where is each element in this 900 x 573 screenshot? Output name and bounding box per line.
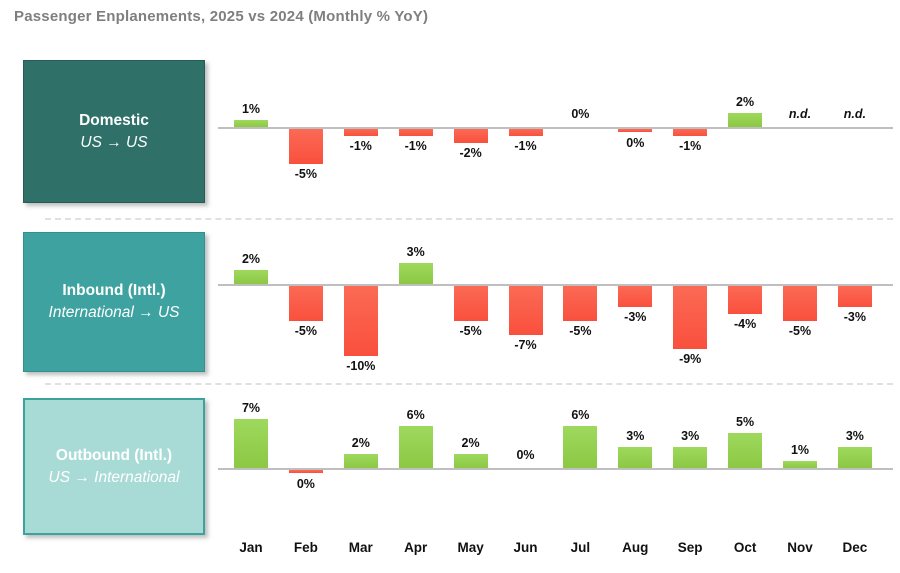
value-label-outbound-intl-mar: 2% [351, 436, 370, 450]
bar-inbound-intl-jan [234, 270, 268, 284]
bar-inbound-intl-jun [508, 286, 543, 335]
value-label-domestic-jan: 1% [241, 102, 261, 116]
value-label-inbound-intl-dec: -3% [843, 310, 866, 324]
value-label-inbound-intl-jan: 2% [241, 252, 261, 266]
month-label-sep: Sep [677, 540, 703, 555]
value-label-domestic-nov: n.d. [788, 107, 812, 121]
value-label-inbound-intl-sep: -9% [679, 352, 702, 366]
month-label-jan: Jan [239, 540, 263, 555]
value-label-outbound-intl-may: 2% [461, 436, 480, 450]
bar-domestic-feb [288, 129, 323, 164]
bar-inbound-intl-apr [398, 263, 433, 284]
bar-outbound-intl-aug [618, 447, 653, 468]
value-label-domestic-may: -2% [459, 146, 482, 160]
value-label-outbound-intl-feb: 0% [296, 477, 315, 491]
bar-domestic-jan [234, 120, 268, 127]
month-label-jul: Jul [570, 540, 591, 555]
bar-outbound-intl-dec [837, 447, 872, 468]
bar-outbound-intl-apr [398, 426, 433, 468]
value-label-outbound-intl-sep: 3% [681, 429, 700, 443]
month-label-may: May [457, 540, 484, 555]
panel-label-domestic-name: Domestic [79, 111, 149, 129]
month-label-oct: Oct [733, 540, 757, 555]
month-label-apr: Apr [404, 540, 428, 555]
value-label-domestic-apr: -1% [404, 139, 427, 153]
panel-label-outbound-route: US → International [48, 468, 180, 486]
axis-line-domestic [218, 127, 893, 129]
bar-outbound-intl-sep [673, 447, 708, 468]
value-label-inbound-intl-mar: -10% [346, 359, 376, 373]
value-label-outbound-intl-aug: 3% [626, 429, 645, 443]
bar-inbound-intl-feb [288, 286, 323, 321]
value-label-inbound-intl-aug: -3% [624, 310, 647, 324]
bar-domestic-mar [343, 129, 378, 136]
value-label-domestic-dec: n.d. [843, 107, 866, 121]
value-label-outbound-intl-nov: 1% [790, 443, 810, 457]
panel-label-inbound: Inbound (Intl.) International → US [23, 232, 205, 372]
bar-domestic-apr [398, 129, 433, 136]
axis-line-inbound [218, 284, 893, 286]
bar-domestic-aug [618, 129, 653, 132]
bar-outbound-intl-nov [783, 461, 817, 468]
panel-label-outbound: Outbound (Intl.) US → International [23, 398, 205, 535]
chart-title: Passenger Enplanements, 2025 vs 2024 (Mo… [14, 8, 429, 25]
bar-inbound-intl-sep [673, 286, 708, 349]
month-label-dec: Dec [842, 540, 868, 555]
value-label-domestic-aug: 0% [626, 136, 645, 150]
value-label-inbound-intl-oct: -4% [733, 317, 757, 331]
bar-domestic-jun [508, 129, 543, 136]
month-label-jun: Jun [513, 540, 538, 555]
value-label-domestic-mar: -1% [349, 139, 372, 153]
bar-outbound-intl-mar [343, 454, 378, 468]
month-label-nov: Nov [787, 540, 813, 555]
month-label-mar: Mar [348, 540, 373, 555]
bar-inbound-intl-dec [837, 286, 872, 307]
bar-outbound-intl-feb [288, 470, 323, 473]
value-label-inbound-intl-jun: -7% [514, 338, 537, 352]
value-label-outbound-intl-jun: 0% [516, 448, 535, 462]
bar-domestic-sep [673, 129, 708, 136]
value-label-inbound-intl-apr: 3% [406, 245, 425, 259]
bar-inbound-intl-oct [728, 286, 763, 314]
bar-outbound-intl-oct [728, 433, 763, 468]
value-label-inbound-intl-nov: -5% [788, 324, 812, 338]
bar-inbound-intl-may [453, 286, 488, 321]
bar-outbound-intl-jul [563, 426, 598, 468]
value-label-domestic-jul: 0% [571, 107, 590, 121]
bar-inbound-intl-mar [343, 286, 378, 356]
panel-label-domestic: Domestic US → US [23, 60, 205, 203]
panel-label-outbound-name: Outbound (Intl.) [55, 446, 173, 464]
month-label-aug: Aug [622, 540, 649, 555]
value-label-inbound-intl-may: -5% [459, 324, 482, 338]
value-label-outbound-intl-jan: 7% [241, 401, 261, 415]
panel-separator [45, 383, 893, 385]
bar-outbound-intl-jan [234, 419, 268, 468]
bar-domestic-may [453, 129, 488, 143]
value-label-outbound-intl-jul: 6% [571, 408, 590, 422]
bar-domestic-oct [728, 113, 763, 127]
bar-inbound-intl-jul [563, 286, 598, 321]
value-label-outbound-intl-apr: 6% [406, 408, 425, 422]
value-label-inbound-intl-jul: -5% [569, 324, 592, 338]
panel-separator [45, 218, 893, 220]
month-label-feb: Feb [293, 540, 318, 555]
value-label-outbound-intl-dec: 3% [845, 429, 864, 443]
value-label-outbound-intl-oct: 5% [736, 415, 755, 429]
panel-label-inbound-route: International → US [48, 304, 180, 321]
axis-line-outbound [218, 468, 893, 470]
bar-outbound-intl-may [453, 454, 488, 468]
value-label-domestic-oct: 2% [736, 95, 755, 109]
value-label-domestic-sep: -1% [679, 139, 702, 153]
panel-label-domestic-route: US → US [80, 133, 148, 151]
value-label-domestic-feb: -5% [294, 167, 317, 181]
panel-label-inbound-name: Inbound (Intl.) [62, 282, 166, 299]
value-label-inbound-intl-feb: -5% [294, 324, 317, 338]
value-label-domestic-jun: -1% [514, 139, 537, 153]
bar-inbound-intl-nov [783, 286, 817, 321]
bar-inbound-intl-aug [618, 286, 653, 307]
